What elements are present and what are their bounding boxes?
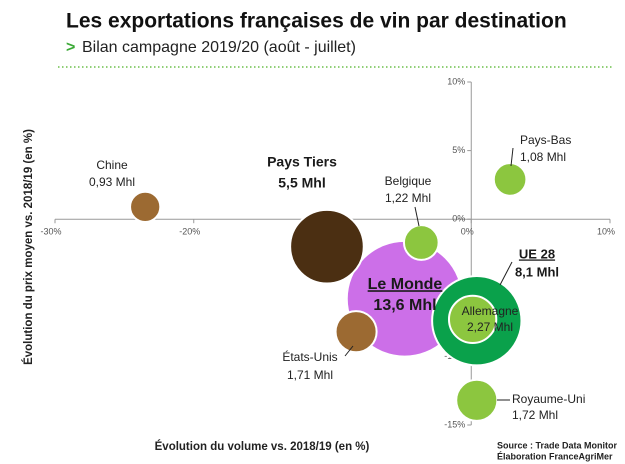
bubble-value-label: 2,27 Mhl [467,320,513,334]
bubble-label: Royaume-Uni [512,392,585,406]
x-tick-label: 0% [461,227,474,237]
bubble [129,190,162,223]
x-tick-label: 10% [597,227,615,237]
bubble-label: UE 28 [519,246,555,261]
y-tick-label: 0% [452,214,465,224]
bubble-value-label: 5,5 Mhl [278,175,325,191]
bubble [492,162,528,197]
bubble [455,378,499,422]
leader-line [414,206,420,227]
bubble [402,224,440,261]
subtitle: Bilan campagne 2019/20 (août - juillet) [82,39,356,56]
x-tick-label: -30% [40,227,61,237]
bubble-value-label: 1,22 Mhl [385,191,431,205]
leader-line [344,345,354,357]
bubble [289,208,365,285]
bubble-label: Chine [96,158,128,172]
bubble-label: Le Monde [368,276,443,293]
bubble-label: Pays-Bas [520,133,571,147]
bubble-label: Allemagne [462,304,519,318]
y-tick-label: -15% [444,419,465,429]
bubble-value-label: 13,6 Mhl [373,297,436,314]
y-tick-label: 10% [447,76,465,86]
bubble-value-label: 1,71 Mhl [287,368,333,382]
bubble-value-label: 1,08 Mhl [520,150,566,164]
bubble [334,310,378,354]
chart-title: Les exportations françaises de vin par d… [66,10,567,33]
bubble-label: Pays Tiers [267,154,337,170]
subtitle-marker: > [66,39,75,56]
y-tick-label: 5% [452,145,465,155]
x-tick-label: -20% [179,227,200,237]
leader-line [499,261,513,286]
x-axis-label: Évolution du volume vs. 2018/19 (en %) [155,440,370,453]
y-axis-label: Évolution du prix moyen vs. 2018/19 (en … [22,129,35,365]
bubble-label: États-Unis [282,349,337,364]
bubble-value-label: 0,93 Mhl [89,175,135,189]
bubble-label: Belgique [385,174,432,188]
source: Élaboration FranceAgriMer [497,451,613,461]
source: Source : Trade Data Monitor [497,440,618,450]
bubble-value-label: 1,72 Mhl [512,408,558,422]
bubble-value-label: 8,1 Mhl [515,264,559,279]
leader-line [510,147,514,167]
bubble [447,294,498,345]
